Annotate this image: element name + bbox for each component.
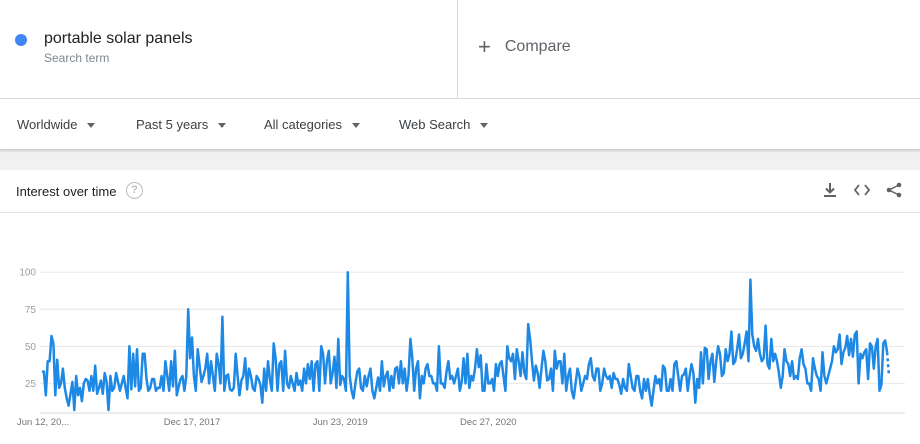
x-tick-label: Dec 27, 2020 bbox=[460, 417, 517, 428]
caret-down-icon bbox=[480, 122, 489, 128]
time-range-label: Past 5 years bbox=[136, 117, 209, 132]
panel-header: Interest over time ? bbox=[0, 170, 920, 213]
search-term-bar: portable solar panels Search term + Comp… bbox=[0, 0, 920, 99]
term-color-dot bbox=[15, 34, 27, 46]
y-tick-label: 50 bbox=[25, 342, 37, 353]
x-tick-label: Jun 23, 2019 bbox=[313, 417, 368, 428]
caret-down-icon bbox=[352, 122, 361, 128]
search-property-dropdown[interactable]: Web Search bbox=[399, 117, 489, 132]
compare-button[interactable]: + Compare bbox=[478, 36, 571, 58]
download-icon[interactable] bbox=[820, 182, 840, 202]
y-tick-label: 75 bbox=[25, 305, 37, 316]
partial-data-line bbox=[885, 352, 891, 377]
interest-line-chart: 25 50 75 100 Jun 12, 20... Dec 17, 2017 Jun 2… bbox=[17, 268, 905, 428]
caret-down-icon bbox=[218, 122, 227, 128]
region-dropdown[interactable]: Worldwide bbox=[17, 117, 96, 132]
search-term-card[interactable]: portable solar panels Search term bbox=[0, 0, 458, 99]
caret-down-icon bbox=[87, 122, 96, 128]
compare-label: Compare bbox=[504, 38, 571, 55]
term-subtitle: Search term bbox=[44, 51, 110, 65]
embed-code-icon[interactable] bbox=[852, 182, 872, 202]
category-dropdown[interactable]: All categories bbox=[264, 117, 361, 132]
filter-bar: Worldwide Past 5 years All categories We… bbox=[0, 99, 920, 150]
plus-icon: + bbox=[478, 34, 491, 59]
x-tick-label: Jun 12, 20... bbox=[17, 417, 69, 428]
category-label: All categories bbox=[264, 117, 343, 132]
search-property-label: Web Search bbox=[399, 117, 471, 132]
series-line bbox=[42, 270, 889, 412]
share-icon[interactable] bbox=[884, 182, 904, 202]
y-tick-label: 100 bbox=[19, 268, 36, 279]
x-tick-label: Dec 17, 2017 bbox=[164, 417, 221, 428]
time-range-dropdown[interactable]: Past 5 years bbox=[136, 117, 227, 132]
y-tick-label: 25 bbox=[25, 379, 37, 390]
help-icon[interactable]: ? bbox=[126, 182, 143, 199]
panel-title: Interest over time bbox=[16, 184, 117, 199]
term-name[interactable]: portable solar panels bbox=[44, 30, 193, 47]
region-label: Worldwide bbox=[17, 117, 78, 132]
interest-over-time-panel: Interest over time ? 25 50 75 100 Jun 12, 2… bbox=[0, 170, 920, 444]
